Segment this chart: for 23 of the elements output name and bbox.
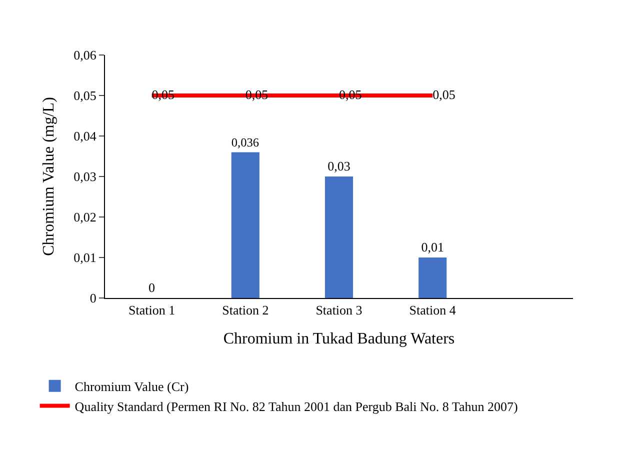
legend-label: Chromium Value (Cr) bbox=[74, 378, 189, 394]
data-label: 0,01 bbox=[421, 240, 444, 254]
data-label: 0,05 bbox=[432, 86, 456, 102]
x-axis-title: Chromium in Tukad Badung Waters bbox=[223, 330, 455, 348]
y-tick-label: 0,05 bbox=[74, 88, 96, 104]
legend-label: Quality Standard (Permen RI No. 82 Tahun 2001 dan Pergub Bali No. 8 Tahun 2007) bbox=[74, 398, 518, 414]
bar bbox=[231, 152, 260, 298]
data-label: 0 bbox=[148, 280, 156, 295]
y-tick-label: 0,04 bbox=[74, 128, 97, 144]
y-tick-label: 0,01 bbox=[74, 250, 96, 266]
data-label: 0,03 bbox=[328, 158, 350, 174]
bar bbox=[324, 176, 354, 298]
y-tick-label: 0,02 bbox=[74, 210, 96, 225]
x-tick-label: Station 2 bbox=[222, 302, 269, 318]
x-tick-label: Station 1 bbox=[128, 302, 176, 318]
y-axis-title: Chromium Value (mg/L) bbox=[40, 97, 58, 256]
y-tick-label: 0 bbox=[90, 290, 96, 306]
y-tick-label: 0,03 bbox=[74, 169, 96, 184]
data-label: 0,036 bbox=[231, 135, 259, 150]
x-tick-label: Station 4 bbox=[409, 302, 456, 318]
x-tick-label: Station 3 bbox=[316, 302, 362, 318]
bar bbox=[418, 258, 447, 298]
y-tick-label: 0,06 bbox=[74, 48, 97, 63]
